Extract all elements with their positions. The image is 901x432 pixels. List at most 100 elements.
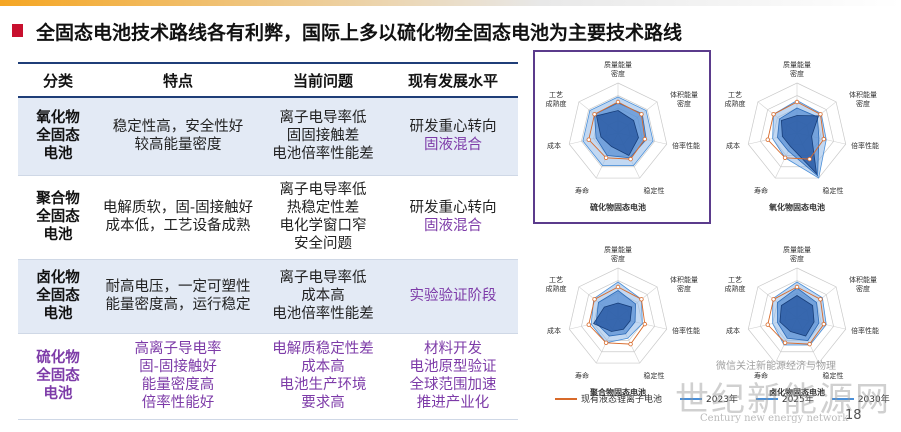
radar-reference-point <box>592 297 597 302</box>
features-line: 耐高电压，一定可塑性 <box>105 279 251 295</box>
level-line: 推进产业化 <box>416 395 490 411</box>
legend-item: 2023年 <box>680 392 738 405</box>
category-line: 全固态 <box>36 128 80 145</box>
level-line: 实验验证阶段 <box>409 288 497 304</box>
axis-label-right: 倍率性能 <box>851 141 879 150</box>
radar-reference-point <box>771 297 776 302</box>
axis-label-top-left: 工艺 <box>549 276 563 284</box>
level-line: 固液混合 <box>424 218 482 234</box>
legend-label: 2025年 <box>781 395 814 405</box>
axis-label-top: 质量能量 <box>604 60 632 69</box>
radar-grid <box>581 280 655 353</box>
axis-label-top: 质量能量 <box>604 245 632 254</box>
legend-label: 2030年 <box>857 395 890 405</box>
table-row: 卤化物 全固态 电池 耐高电压，一定可塑性 能量密度高，运行稳定 离子电导率低 成本高 电池倍… <box>18 259 518 334</box>
category-line: 电池 <box>43 227 73 243</box>
category-line: 硫化物 <box>36 350 80 366</box>
issues-line: 电池生产环境 <box>279 377 367 393</box>
legend-label: 现有液态锂离子电池 <box>581 395 663 405</box>
radar-reference-point <box>794 99 800 105</box>
radar-grid <box>747 82 847 179</box>
radar-reference-point <box>642 136 648 142</box>
top-accent-bar <box>0 0 901 6</box>
legend-swatch <box>680 397 703 400</box>
radar-reference-point <box>603 340 609 345</box>
axis-label-right: 倍率性能 <box>672 141 700 150</box>
axis-label-top-left: 工艺 <box>549 91 563 99</box>
table-header-row: 分类 特点 当前问题 现有发展水平 <box>18 62 518 98</box>
page-number: 18 <box>845 408 862 423</box>
radar-reference-point <box>639 297 644 302</box>
axis-label-bottom-right: 稳定性 <box>644 371 665 380</box>
axis-label-top-left: 成熟度 <box>725 284 746 293</box>
radar-reference-point <box>586 137 591 142</box>
radar-reference-point <box>628 341 633 347</box>
features-line: 能量密度高 <box>141 377 215 393</box>
radar-reference-point <box>615 99 621 105</box>
category-line: 电池 <box>43 306 73 322</box>
level-line: 固液混合 <box>424 137 482 154</box>
level-line: 研发重心转向 <box>409 119 497 136</box>
axis-label-top: 质量能量 <box>783 245 811 254</box>
axis-label-right: 倍率性能 <box>672 326 700 335</box>
issues-line: 安全问题 <box>294 236 352 252</box>
table-cell-features: 电解质软，固-固接触好 成本低，工艺设备成熟 <box>98 175 258 260</box>
level-line: 材料开发 <box>424 341 482 357</box>
axis-label-top-left: 工艺 <box>728 276 742 284</box>
radar-grid <box>568 267 668 364</box>
features-line: 高离子导电率 <box>134 341 222 357</box>
issues-line: 电化学窗口窄 <box>279 218 367 234</box>
axis-label-bottom-right: 稳定性 <box>823 186 844 195</box>
axis-label-left: 成本 <box>726 326 740 335</box>
table-cell-issues: 电解质稳定性差 成本高 电池生产环境 要求高 <box>258 333 388 420</box>
axis-label-bottom-left: 寿命 <box>754 186 768 195</box>
radar-reference-line <box>588 286 646 345</box>
table-cell-category: 硫化物 全固态 电池 <box>18 333 98 420</box>
header-category: 分类 <box>18 62 98 98</box>
axis-label-top: 密度 <box>611 69 625 78</box>
table-row: 氧化物 全固态 电池 稳定性高，安全性好 较高能量密度 离子电导率低 固固接触差 电池倍率性能… <box>18 97 518 176</box>
legend-swatch <box>831 397 854 400</box>
legend-swatch <box>555 397 577 400</box>
axis-label-top-right: 体积能量 <box>670 275 698 284</box>
axis-label-top: 密度 <box>790 69 804 78</box>
radar-reference-point <box>821 321 827 327</box>
radar-reference-point <box>807 341 812 347</box>
radar-reference-point <box>639 112 644 117</box>
axis-label-right: 倍率性能 <box>851 326 879 335</box>
category-line: 电池 <box>43 386 73 402</box>
radar-reference-point <box>782 155 788 160</box>
axis-label-top-left: 工艺 <box>728 91 742 99</box>
table-cell-level: 材料开发 电池原型验证 全球范围加速 推进产业化 <box>388 333 518 420</box>
category-line: 全固态 <box>36 209 80 225</box>
table-cell-category: 氧化物 全固态 电池 <box>18 97 98 176</box>
radar-reference-point <box>642 321 648 327</box>
table-cell-issues: 离子电导率低 固固接触差 电池倍率性能差 <box>258 97 388 176</box>
issues-line: 离子电导率低 <box>279 182 367 198</box>
axis-label-top-left: 成熟度 <box>546 99 567 108</box>
radar-reference-point <box>765 137 770 142</box>
category-line: 卤化物 <box>36 270 80 286</box>
axis-label-bottom-right: 稳定性 <box>644 186 665 195</box>
category-line: 全固态 <box>36 288 80 304</box>
issues-line: 成本高 <box>301 288 345 304</box>
radar-grid <box>568 82 668 179</box>
legend-label: 2023年 <box>706 395 738 405</box>
issues-line: 要求高 <box>301 395 345 411</box>
radar-reference-point <box>771 112 776 117</box>
watermark-note: 微信关注新能源经济与物理 <box>716 361 836 372</box>
radar-reference-point <box>603 155 609 160</box>
axis-label-top: 密度 <box>790 254 804 263</box>
axis-label-bottom-left: 寿命 <box>754 371 768 380</box>
axis-label-top-right: 密度 <box>856 284 870 293</box>
table-cell-features: 耐高电压，一定可塑性 能量密度高，运行稳定 <box>98 259 258 334</box>
axis-label-top-right: 密度 <box>856 99 870 108</box>
radar-reference-line <box>767 286 825 345</box>
axis-label-top-right: 体积能量 <box>849 90 877 99</box>
features-line: 成本低，工艺设备成熟 <box>105 218 251 234</box>
category-line: 电池 <box>43 146 73 163</box>
issues-line: 固固接触差 <box>286 128 360 145</box>
radar-grid <box>747 267 847 364</box>
legend-item: 2030年 <box>831 392 890 405</box>
